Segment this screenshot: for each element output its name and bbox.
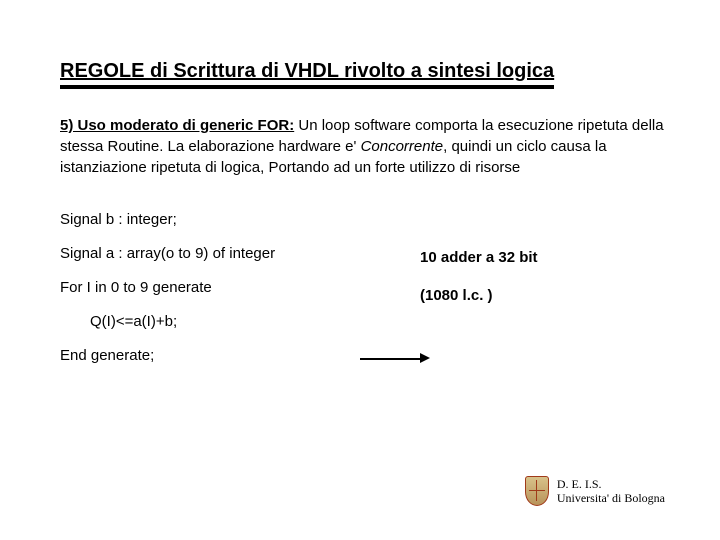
code-line-2: Signal a : array(o to 9) of integer bbox=[60, 242, 390, 266]
result-lc: (1080 l.c. ) bbox=[420, 284, 538, 308]
slide-title: REGOLE di Scrittura di VHDL rivolto a si… bbox=[60, 60, 554, 89]
main-paragraph: 5) Uso moderato di generic FOR: Un loop … bbox=[60, 115, 665, 178]
code-line-4: Q(I)<=a(I)+b; bbox=[60, 310, 390, 334]
footer-text: D. E. I.S. Universita' di Bologna bbox=[557, 477, 665, 506]
code-line-3: For I in 0 to 9 generate bbox=[60, 276, 390, 300]
footer: D. E. I.S. Universita' di Bologna bbox=[525, 476, 665, 506]
arrow-icon bbox=[360, 352, 430, 366]
rule-intro: 5) Uso moderato di generic FOR: bbox=[60, 117, 294, 134]
crest-icon bbox=[525, 476, 549, 506]
code-line-1: Signal b : integer; bbox=[60, 208, 665, 232]
para-italic: Concorrente bbox=[361, 138, 444, 155]
footer-line1: D. E. I.S. bbox=[557, 477, 665, 491]
result-adders: 10 adder a 32 bit bbox=[420, 246, 538, 270]
footer-line2: Universita' di Bologna bbox=[557, 491, 665, 505]
code-line-5: End generate; bbox=[60, 344, 390, 368]
